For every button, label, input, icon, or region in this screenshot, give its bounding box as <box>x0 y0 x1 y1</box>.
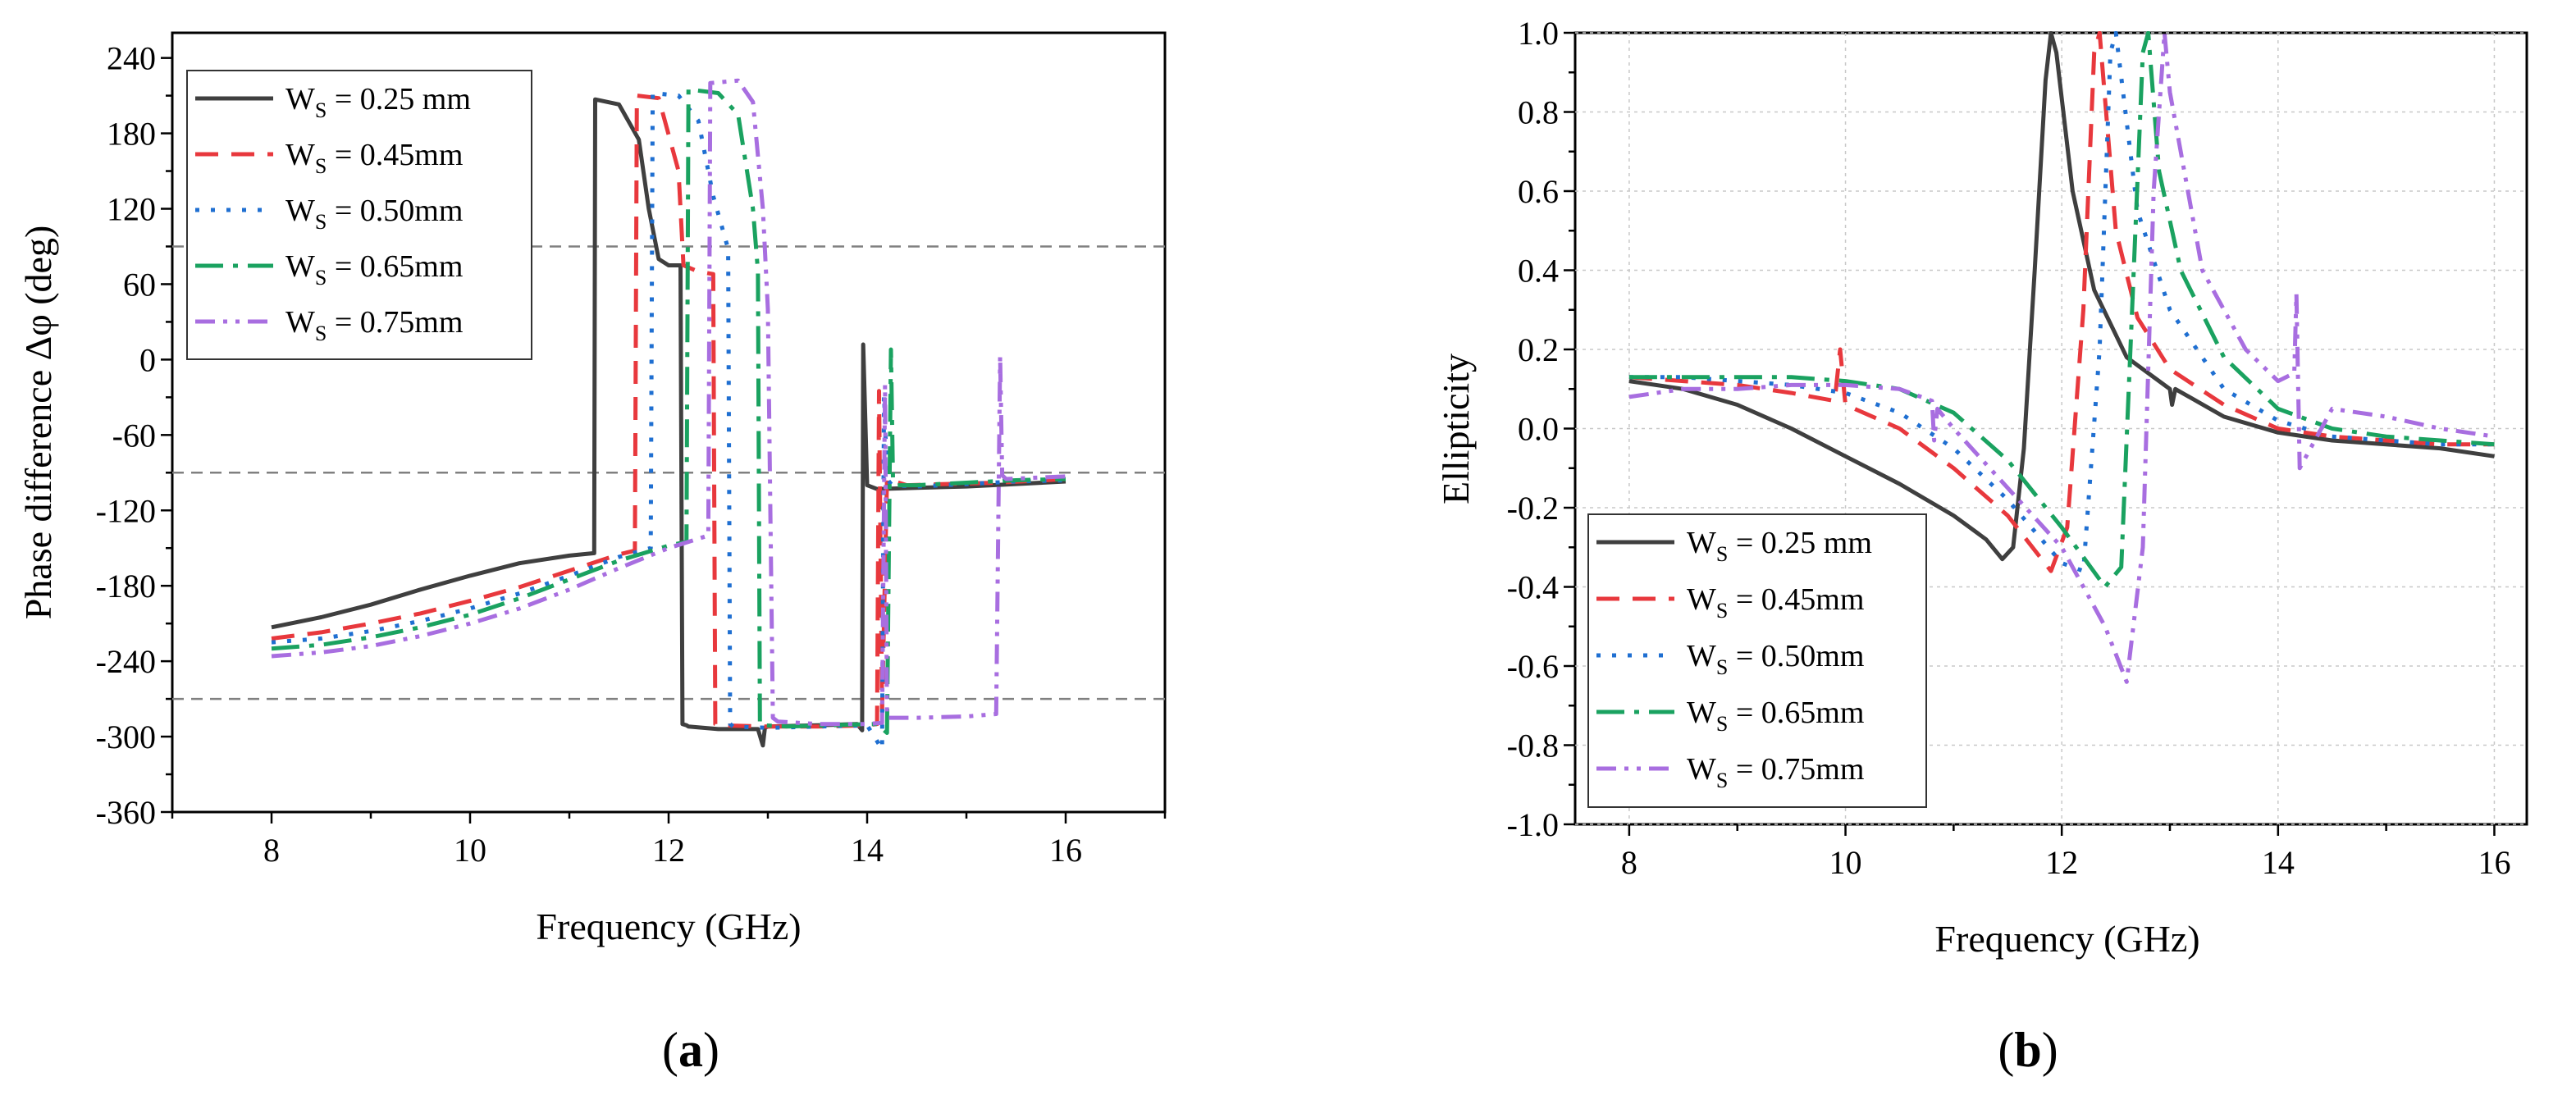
panel-a-reference-lines <box>172 245 1165 700</box>
series-line-1 <box>271 97 1066 748</box>
legend-label-5: WS = 0.75mm <box>1687 752 1864 792</box>
panel-a-legend: WS = 0.25 mm WS = 0.45mm WS = 0.50mm WS = 0… <box>186 70 532 360</box>
panel-a-x-axis-label: Frequency (GHz) <box>536 906 801 947</box>
series-line-3 <box>271 91 1066 751</box>
legend-label-2: WS = 0.45mm <box>285 138 463 178</box>
y-tick-label-8: 120 <box>107 191 156 228</box>
panel-a: 8 10 12 14 16 -360 -300 -240 -180 -120 -60 0 60 120 18… <box>17 31 1167 1077</box>
series-line-2 <box>271 94 1066 729</box>
panel-b-legend: WS = 0.25 mm WS = 0.45mm WS = 0.50mm WS = 0… <box>1587 513 1927 808</box>
y-tick-label-6: 0 <box>139 341 156 378</box>
x-tick-label-2: 12 <box>2045 844 2078 881</box>
series-line-4 <box>271 87 1066 735</box>
panel-b-caption-letter: b <box>2014 1023 2041 1077</box>
y-tick-label-4: -0.2 <box>1507 490 1559 527</box>
x-tick-label-2: 12 <box>652 832 685 869</box>
y-tick-label-2: -240 <box>96 643 156 680</box>
panel-a-ticks: 8 10 12 14 16 -360 -300 -240 -180 -120 -60 0 60 120 18… <box>96 40 1167 869</box>
x-tick-label-1: 10 <box>454 832 486 869</box>
legend-label-1: WS = 0.25 mm <box>285 82 471 122</box>
series-line-2 <box>1628 31 2495 573</box>
panel-b-ticks: 8 10 12 14 16 -1.0 -0.8 -0.6 -0.4 -0.2 0.0 0.2 0.4 0.… <box>1507 15 2511 881</box>
x-tick-label-1: 10 <box>1829 844 1862 881</box>
y-tick-label-2: -0.6 <box>1507 648 1559 685</box>
y-tick-label-9: 0.8 <box>1518 94 1559 131</box>
y-tick-label-1: -0.8 <box>1507 728 1559 764</box>
panel-b-x-axis-label: Frequency (GHz) <box>1934 918 2199 960</box>
y-tick-label-6: 0.2 <box>1518 331 1559 368</box>
legend-label-4: WS = 0.65mm <box>285 249 463 290</box>
legend-box <box>186 70 532 360</box>
x-tick-label-3: 14 <box>851 832 884 869</box>
y-tick-label-5: -60 <box>112 417 156 454</box>
series-line-4 <box>1628 31 2495 589</box>
y-tick-label-1: -300 <box>96 719 156 755</box>
series-line-1 <box>1628 31 2495 562</box>
x-tick-label-0: 8 <box>1621 844 1637 881</box>
y-tick-label-3: -0.4 <box>1507 569 1559 606</box>
x-tick-label-4: 16 <box>1049 832 1082 869</box>
legend-label-3: WS = 0.50mm <box>1687 639 1864 679</box>
legend-label-4: WS = 0.65mm <box>1687 696 1864 736</box>
series-line-5 <box>271 78 1066 727</box>
y-tick-label-4: -120 <box>96 492 156 529</box>
y-tick-label-0: -1.0 <box>1507 806 1559 843</box>
y-tick-label-7: 60 <box>123 266 156 303</box>
y-tick-label-9: 180 <box>107 116 156 153</box>
panel-b-y-axis-label: Ellipticity <box>1435 354 1477 504</box>
panel-b-caption: (b) <box>1998 1023 2058 1077</box>
panel-b: 8 10 12 14 16 -1.0 -0.8 -0.6 -0.4 -0.2 0.0 0.2 0.4 0.… <box>1435 15 2528 1077</box>
y-tick-label-5: 0.0 <box>1518 411 1559 448</box>
legend-label-3: WS = 0.50mm <box>285 194 463 234</box>
y-tick-label-0: -360 <box>96 794 156 831</box>
panel-a-caption: (a) <box>662 1023 719 1077</box>
panel-a-y-axis-label: Phase difference Δφ (deg) <box>17 226 59 620</box>
panel-a-caption-letter: a <box>678 1023 703 1077</box>
panel-b-series <box>1628 31 2495 684</box>
legend-label-5: WS = 0.75mm <box>285 305 463 345</box>
legend-label-2: WS = 0.45mm <box>1687 582 1864 623</box>
panel-a-series <box>271 78 1066 751</box>
x-tick-label-4: 16 <box>2478 844 2510 881</box>
x-tick-label-3: 14 <box>2262 844 2295 881</box>
y-tick-label-7: 0.4 <box>1518 253 1559 290</box>
legend-label-1: WS = 0.25 mm <box>1687 526 1872 566</box>
y-tick-label-3: -180 <box>96 568 156 605</box>
y-tick-label-10: 240 <box>107 40 156 77</box>
x-tick-label-0: 8 <box>263 832 280 869</box>
y-tick-label-8: 0.6 <box>1518 173 1559 210</box>
legend-box <box>1587 513 1927 808</box>
y-tick-label-10: 1.0 <box>1518 15 1559 52</box>
